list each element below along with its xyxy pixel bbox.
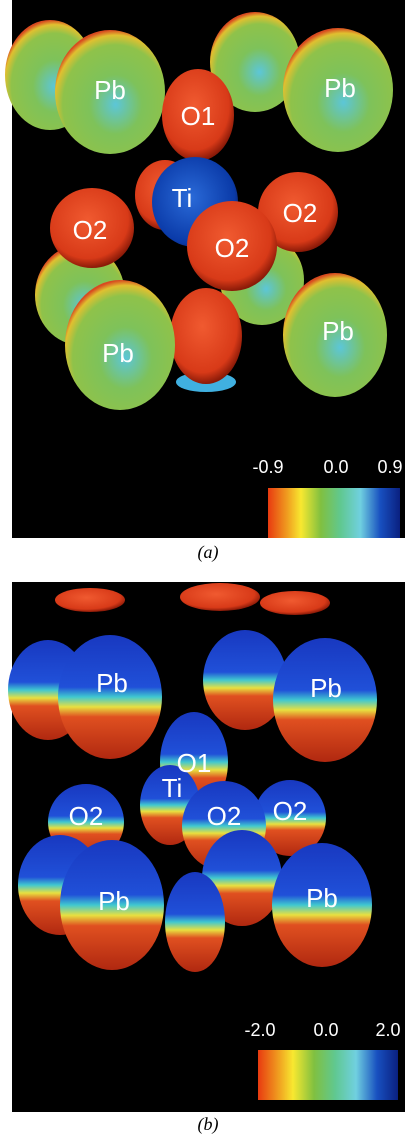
colorbar xyxy=(268,488,400,538)
atom xyxy=(55,588,125,612)
atom-label: O2 xyxy=(207,801,242,831)
atom-label: O2 xyxy=(215,233,250,263)
panel-b: Pb Pb O1 Ti O2 O2 O2 Pb Pb -2.0 0.0 2.0 xyxy=(8,582,405,1112)
atom-label: O2 xyxy=(283,198,318,228)
colorbar-tick-label: 0.9 xyxy=(377,457,402,477)
atom xyxy=(170,288,242,384)
colorbar xyxy=(258,1050,398,1100)
colorbar-tick-label: 0.0 xyxy=(313,1020,338,1040)
atom-label: O2 xyxy=(69,801,104,831)
colorbar-tick-label: -2.0 xyxy=(244,1020,275,1040)
atom-label: Pb xyxy=(310,673,342,703)
atom-label: Pb xyxy=(306,883,338,913)
atom-label: Ti xyxy=(172,183,193,213)
atom-label: Pb xyxy=(98,886,130,916)
atom xyxy=(203,630,287,730)
atom-label: Pb xyxy=(324,73,356,103)
atom-label: O2 xyxy=(273,796,308,826)
figure: Pb Pb O1 Ti O2 O2 O2 Pb Pb -0.9 0.0 0.9 … xyxy=(0,0,409,1136)
atom-label: Pb xyxy=(102,338,134,368)
atom-label: O2 xyxy=(73,215,108,245)
colorbar-tick-label: 0.0 xyxy=(323,457,348,477)
atom xyxy=(260,591,330,615)
atom-label: O1 xyxy=(181,101,216,131)
atom-label: Pb xyxy=(94,75,126,105)
colorbar-tick-label: -0.9 xyxy=(252,457,283,477)
atom xyxy=(165,872,225,972)
atom-label: Pb xyxy=(322,316,354,346)
atom xyxy=(180,583,260,611)
caption: (a) xyxy=(198,542,219,563)
atom-label: Ti xyxy=(162,773,183,803)
atom-label: Pb xyxy=(96,668,128,698)
caption: (b) xyxy=(198,1114,219,1135)
panel-a: Pb Pb O1 Ti O2 O2 O2 Pb Pb -0.9 0.0 0.9 xyxy=(5,0,405,538)
colorbar-tick-label: 2.0 xyxy=(375,1020,400,1040)
